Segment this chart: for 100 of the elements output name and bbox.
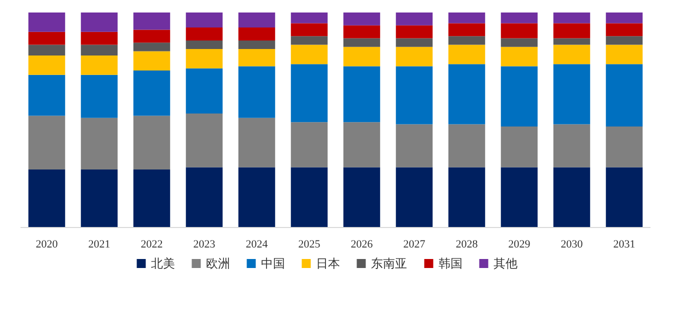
bar	[448, 36, 486, 45]
bar	[28, 74, 66, 116]
bar	[343, 25, 380, 38]
x-tick-label: 2024	[246, 238, 268, 250]
bar	[343, 12, 380, 26]
bar	[238, 40, 276, 50]
bar	[290, 167, 328, 228]
bar	[290, 122, 328, 168]
bar	[500, 12, 538, 24]
x-tick-label: 2029	[508, 238, 531, 250]
bar	[80, 32, 118, 45]
bar	[606, 126, 643, 168]
bar	[396, 167, 433, 228]
x-tick-label: 2028	[456, 238, 478, 250]
bar	[343, 122, 380, 168]
bar	[606, 12, 643, 24]
bar	[290, 36, 328, 45]
bar	[606, 44, 643, 64]
bar	[290, 12, 328, 24]
bar	[238, 66, 276, 118]
bar	[448, 12, 486, 24]
bar	[238, 12, 276, 28]
bar	[238, 49, 276, 66]
bar	[553, 44, 590, 64]
bar	[238, 167, 276, 228]
bar	[28, 56, 66, 75]
legend-label: 韩国	[438, 256, 462, 270]
x-tick-label: 2023	[193, 238, 216, 250]
bar	[186, 40, 223, 50]
bar	[500, 46, 538, 66]
bar	[553, 64, 590, 124]
x-tick-label: 2022	[140, 238, 163, 250]
bar	[133, 70, 170, 116]
bar	[186, 114, 223, 168]
bar	[606, 23, 643, 36]
bar	[133, 169, 170, 228]
bar	[553, 12, 590, 24]
bar	[238, 118, 276, 168]
bar	[80, 56, 118, 75]
bar	[606, 36, 643, 45]
bar	[500, 167, 538, 228]
bar	[448, 124, 486, 168]
bar	[553, 167, 590, 228]
bar	[238, 28, 276, 40]
bar	[396, 38, 433, 47]
bar	[396, 25, 433, 38]
legend-label: 日本	[316, 256, 340, 270]
bar	[80, 74, 118, 118]
bar	[448, 64, 486, 124]
bar	[448, 23, 486, 36]
bar	[186, 49, 223, 68]
bar	[80, 12, 118, 32]
bar	[28, 32, 66, 45]
bar	[28, 44, 66, 56]
legend-label: 中国	[260, 256, 285, 270]
bar	[133, 116, 170, 170]
legend-label: 其他	[493, 256, 518, 270]
bar	[343, 46, 380, 66]
bar	[396, 46, 433, 66]
x-tick-label: 2020	[36, 238, 58, 250]
x-tick-label: 2030	[560, 238, 584, 250]
legend-label: 北美	[150, 256, 175, 270]
bar	[553, 23, 590, 38]
bar	[343, 167, 380, 228]
bar	[553, 124, 590, 168]
bar	[290, 44, 328, 64]
x-tick-label: 2026	[350, 238, 374, 250]
bar	[28, 12, 66, 32]
bar	[28, 169, 66, 228]
bar	[133, 42, 170, 52]
bar	[186, 12, 223, 28]
bar	[396, 124, 433, 168]
x-tick-label: 2031	[613, 238, 636, 250]
bar	[553, 38, 590, 45]
bar	[133, 30, 170, 43]
bar	[28, 116, 66, 170]
bar	[186, 167, 223, 228]
bar	[290, 64, 328, 122]
bar	[396, 12, 433, 26]
bar	[500, 126, 538, 168]
bar	[606, 167, 643, 228]
legend-label: 东南亚	[370, 256, 407, 270]
x-tick-label: 2025	[298, 238, 321, 250]
bar	[133, 12, 170, 30]
bar	[186, 28, 223, 40]
legend-label: 欧洲	[206, 256, 230, 270]
bar	[80, 44, 118, 56]
bar	[290, 23, 328, 36]
bar	[606, 64, 643, 126]
x-tick-label: 2027	[403, 238, 426, 250]
bar	[500, 38, 538, 47]
x-tick-label: 2021	[88, 238, 110, 250]
bar	[80, 118, 118, 170]
bar	[500, 66, 538, 126]
bar	[133, 51, 170, 71]
bar	[448, 44, 486, 64]
bar	[186, 68, 223, 114]
bar	[448, 167, 486, 228]
bar	[343, 38, 380, 47]
bar	[396, 66, 433, 124]
